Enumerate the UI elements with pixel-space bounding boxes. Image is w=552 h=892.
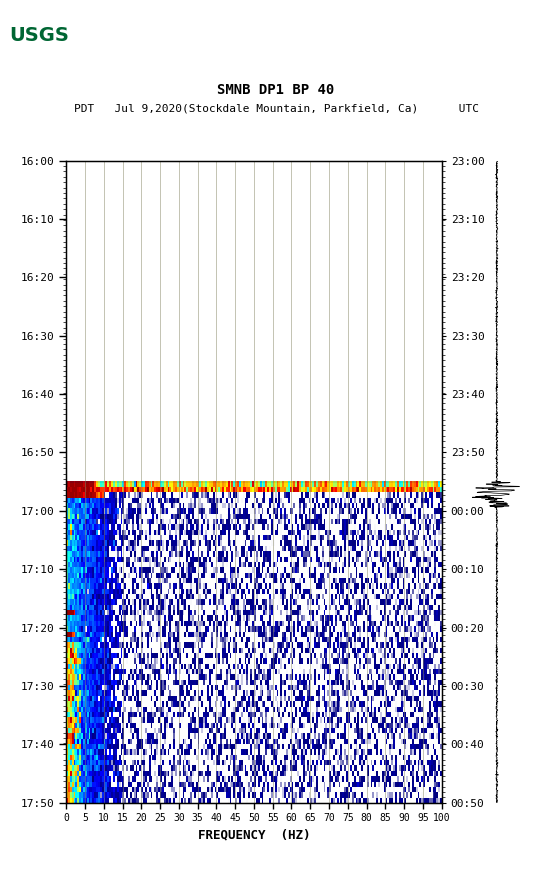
X-axis label: FREQUENCY  (HZ): FREQUENCY (HZ) [198, 829, 310, 842]
Text: USGS: USGS [9, 26, 68, 45]
Text: PDT   Jul 9,2020(Stockdale Mountain, Parkfield, Ca)      UTC: PDT Jul 9,2020(Stockdale Mountain, Parkf… [73, 103, 479, 113]
Text: SMNB DP1 BP 40: SMNB DP1 BP 40 [217, 83, 335, 96]
